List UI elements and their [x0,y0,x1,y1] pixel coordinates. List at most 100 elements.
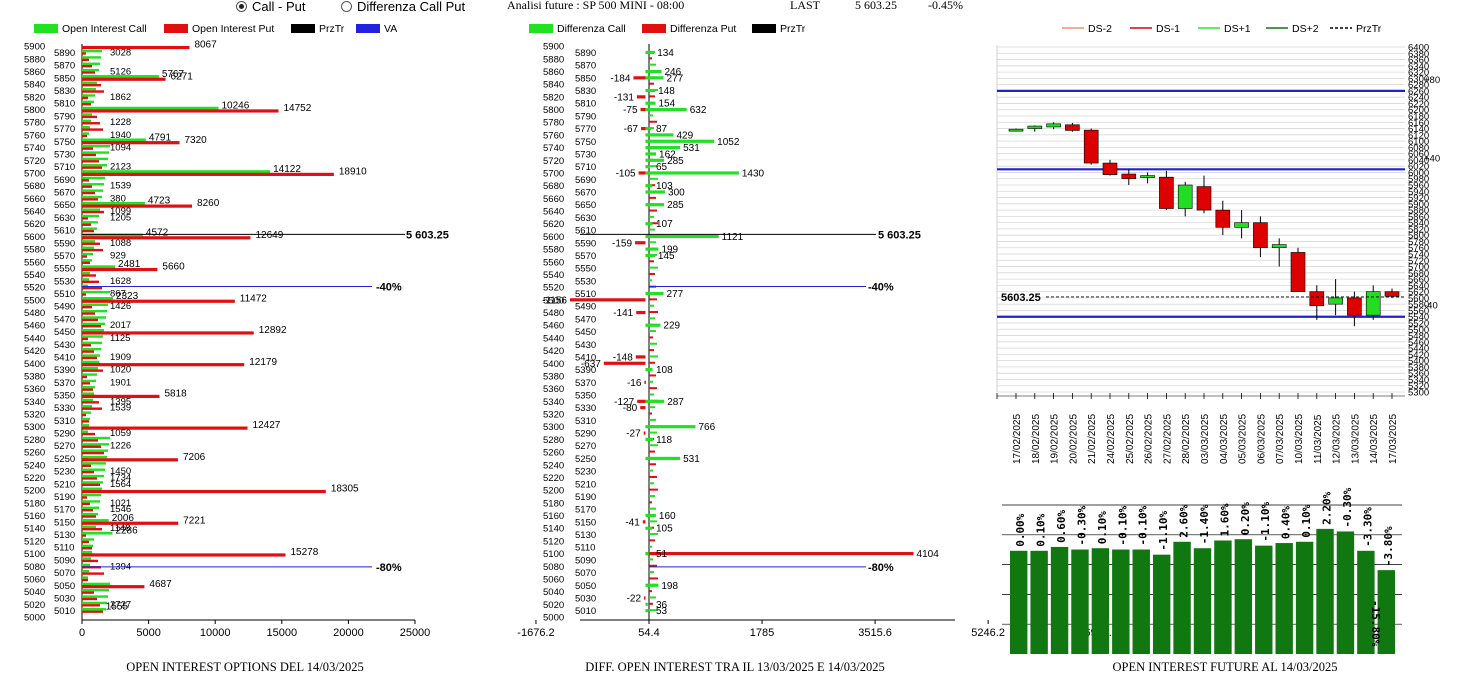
fut-y-tick-label: 5900 [1408,199,1429,210]
oi-small-value-label: 1450 [110,466,131,477]
oi-put-bar-small [82,153,96,157]
diff-y-tick-label: 5840 [543,80,564,91]
oi-y-tick-label: 5400 [24,359,45,370]
oi-put-bar-small [82,420,89,423]
oi-put-bar-small [82,52,86,55]
fut-y-tick-label: 5860 [1408,212,1429,223]
diff-bar [645,126,652,131]
fut-date-label: 28/02/2025 [1181,414,1192,464]
oi-put-value-label: 8067 [194,40,217,51]
fut-oi-change-label: -1.10% [1259,502,1272,542]
diff-value-label: 162 [659,149,676,160]
oi-y-tick-label-odd: 5890 [54,48,75,59]
oi-put-bar-small [82,477,97,480]
diff-y-tick-label-odd: 5370 [575,378,596,389]
diff-y-tick-label-odd: 5630 [575,213,596,224]
oi-put-bar-small [82,382,90,385]
diff-x-tick-label: 5246.2 [971,627,1005,639]
fut-oi-bar [1071,549,1089,654]
oi-call-bar-small [82,214,99,218]
fut-y-tick-label: 6380 [1408,49,1429,60]
oi-x-tick-label: 25000 [400,627,431,639]
diff-bar-small [649,349,654,352]
diff-y-tick-label-odd: 5830 [575,86,596,97]
oi-small-value-label: 1099 [110,206,131,217]
oi-call-bar-small [82,405,92,408]
diff-value-label: 285 [667,156,684,167]
oi-put-bar-small [82,255,87,258]
oi-put-bar-small [82,388,93,391]
radio-call-put[interactable]: Call - Put [236,0,305,14]
fut-y-tick-label: 5800 [1408,231,1429,242]
oi-y-tick-label: 5840 [24,80,45,91]
oi-small-value-label: 2017 [110,320,131,331]
diff-y-tick-label: 5300 [543,422,564,433]
diff-y-tick-label-odd: 5210 [575,479,596,490]
oi-y-tick-label: 5020 [24,600,45,611]
oi-put-bar-small [82,502,90,506]
oi-call-bar-small [82,189,103,192]
diff-value-label: -22 [627,593,642,604]
fut-y-tick-label: 6220 [1408,99,1429,110]
oi-put-bar-small [82,356,97,360]
oi-put-bar-small [82,58,89,62]
oi-put-bar-small [82,451,104,455]
oi-call-bar-small [82,246,94,249]
diff-bar-small [649,279,652,282]
oi-call-bar [82,233,143,237]
diff-y-tick-label-odd: 5430 [575,340,596,351]
diff-bar-small [649,95,655,98]
oi-call-bar-small [82,443,109,446]
diff-przTr-label: 5 603.25 [878,229,921,241]
oi-put-bar [82,585,145,589]
oi-put-bar-small [82,223,91,226]
diff-bar-small [649,311,658,314]
oi-call-bar-small [82,113,92,116]
fut-candle-body [1215,209,1231,228]
diff-y-tick-label-odd: 5170 [575,505,596,516]
oi-call-bar-small [82,544,93,548]
oi-y-tick-label-odd: 5810 [54,99,75,110]
oi-y-tick-label-odd: 5090 [54,555,75,566]
fut-y-tick-label: 5840 [1408,218,1429,229]
diff-y-tick-label: 5820 [543,92,564,103]
oi-call-bar-small [82,100,94,104]
diff-bar [638,171,646,175]
fut-candle-body [1177,184,1193,209]
diff-bar-small [649,177,658,180]
oi-small-value-label: 380 [110,193,126,204]
oi-call-bar-small [82,386,95,389]
oi-y-tick-label: 5500 [24,295,45,306]
diff-y-tick-label-odd: 5610 [575,226,596,237]
diff-y-tick-label: 5780 [543,118,564,129]
diff-y-tick-label-odd: 5330 [575,403,596,414]
diff-bar [645,165,650,169]
diff-bar [637,399,646,403]
oi-put-bar-small [82,293,86,296]
diff-bar [645,171,739,175]
oi-put-bar-small [82,375,87,379]
radio-unselected-icon [341,1,352,12]
diff-y-tick-label: 5200 [543,486,564,497]
diff-bar [645,203,665,207]
last-value: 5 603.25 [855,0,897,12]
fut-level-label: -40 [1424,301,1438,312]
diff-value-label: 198 [661,581,678,592]
oi-put-bar-small [82,128,103,131]
fut-oi-change-label: 0.10% [1096,511,1109,544]
oi-call-bar [82,106,219,110]
radio-diff-call-put[interactable]: Differenza Call Put [341,0,465,14]
oi-put-value-label: 5660 [162,262,185,273]
diff-y-tick-label-odd: 5890 [575,48,596,59]
diff-va80-label: -80% [868,562,894,574]
oi-small-value-label: 2123 [110,162,131,173]
oi-put-bar-small [82,312,95,315]
diff-y-tick-label-odd: 5510 [575,289,596,300]
diff-value-label: 53 [656,606,668,617]
diff-y-tick-label-odd: 5090 [575,555,596,566]
fut-y-tick-label: 5400 [1408,356,1429,367]
fut-candle-body [1046,123,1061,128]
oi-y-tick-label: 5220 [24,473,45,484]
oi-y-tick-label-odd: 5490 [54,302,75,313]
fut-candle-body [1140,175,1155,178]
